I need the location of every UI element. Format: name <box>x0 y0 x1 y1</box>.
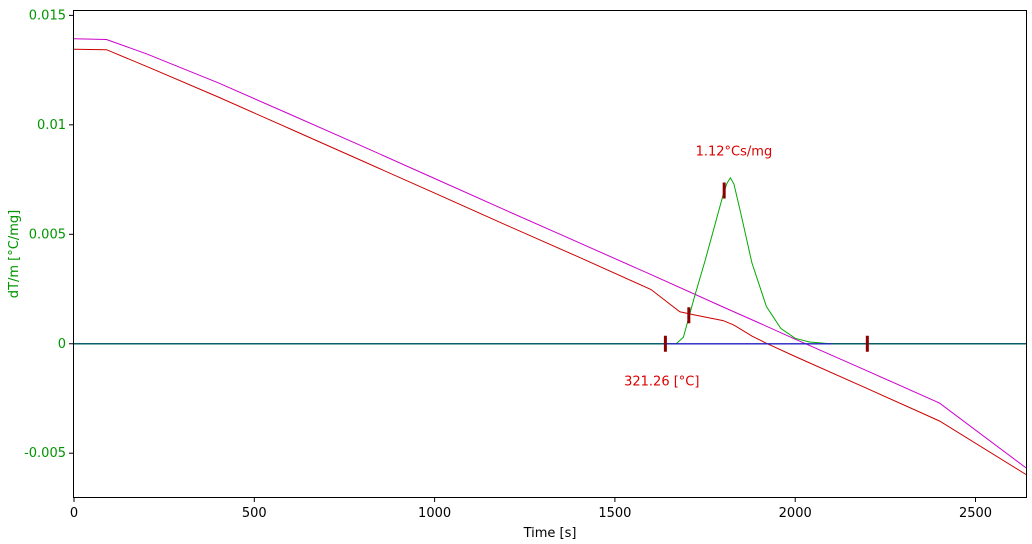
plot-frame <box>73 10 1027 498</box>
y-tick-label: 0.015 <box>29 8 66 23</box>
x-tick-label: 2000 <box>779 506 812 521</box>
marker-3 <box>865 335 869 352</box>
marker-0 <box>663 335 667 352</box>
x-axis-ticks: 0 500 1000 1500 2000 2500 <box>70 497 992 521</box>
y-tick-label: 0.01 <box>37 118 66 133</box>
series-line-2 <box>665 176 1026 345</box>
marker-2 <box>722 182 726 199</box>
series-line-0 <box>73 38 1027 469</box>
marker-layer <box>663 182 869 352</box>
x-tick-label: 500 <box>242 506 267 521</box>
annotation-1: 321.26 [°C] <box>624 374 699 389</box>
y-tick-label: -0.005 <box>24 446 66 461</box>
marker-1 <box>687 307 691 324</box>
y-axis-label: dT/m [°C/mg] <box>7 210 22 298</box>
y-axis-ticks: 0.015 0.01 0.005 0 -0.005 <box>24 8 74 461</box>
x-tick-label: 0 <box>70 506 78 521</box>
y-tick-label: 0 <box>58 337 66 352</box>
x-tick-label: 2500 <box>959 506 992 521</box>
x-tick-label: 1500 <box>598 506 631 521</box>
annotation-0: 1.12°Cs/mg <box>696 144 773 159</box>
x-axis-label: Time [s] <box>523 526 577 541</box>
series-line-1 <box>73 48 1027 475</box>
series-layer <box>73 38 1027 475</box>
y-tick-label: 0.005 <box>29 227 66 242</box>
annotation-layer: 1.12°Cs/mg 321.26 [°C] <box>624 144 772 389</box>
x-tick-label: 1000 <box>418 506 451 521</box>
